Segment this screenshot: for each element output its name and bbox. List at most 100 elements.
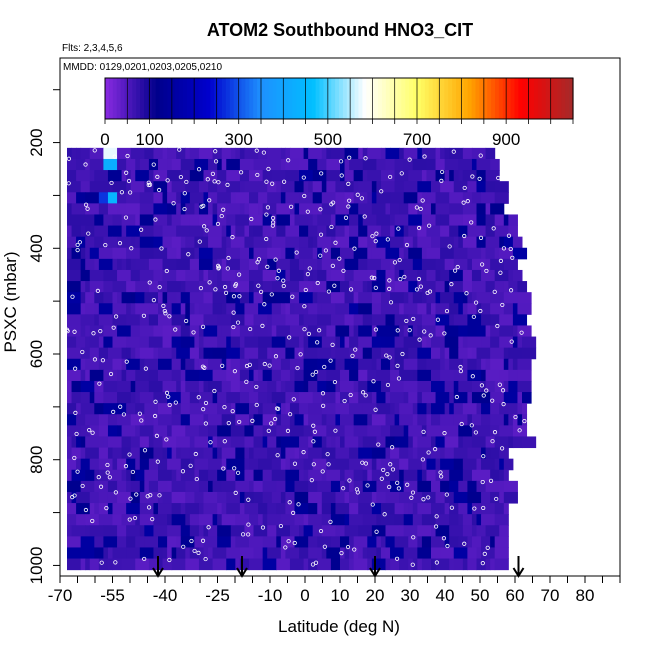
- field-cell: [249, 392, 259, 404]
- field-cell: [494, 281, 505, 293]
- field-cell: [198, 425, 209, 437]
- field-cell: [371, 392, 377, 404]
- sample-point: [470, 174, 475, 179]
- sample-point: [139, 227, 144, 232]
- field-cell: [417, 369, 432, 382]
- field-cell: [335, 458, 350, 471]
- sample-point: [341, 268, 346, 273]
- sample-point: [213, 287, 218, 292]
- field-cell: [453, 369, 468, 382]
- sample-point: [513, 414, 518, 420]
- field-cell: [512, 414, 518, 426]
- field-cell: [176, 547, 186, 560]
- field-cell: [80, 147, 91, 160]
- field-cell: [340, 436, 346, 449]
- field-cell: [112, 247, 127, 260]
- field-cell: [239, 547, 255, 560]
- field-cell: [321, 147, 327, 160]
- field-cell: [440, 292, 455, 304]
- field-cell: [481, 303, 491, 315]
- field-cell: [440, 458, 455, 471]
- field-cell: [435, 491, 446, 504]
- field-cell: [299, 192, 314, 204]
- field-cell: [385, 314, 396, 326]
- sample-point: [287, 335, 292, 340]
- sample-point: [90, 430, 95, 435]
- field-cell: [198, 214, 214, 227]
- field-cell: [362, 514, 377, 526]
- sample-point: [461, 200, 466, 205]
- colorbar-segment: [432, 78, 438, 119]
- field-cell: [208, 525, 218, 537]
- field-cell: [85, 414, 100, 426]
- colorbar-segment: [475, 78, 480, 119]
- field-cell: [212, 258, 218, 271]
- field-cell: [198, 281, 214, 293]
- field-cell: [249, 292, 255, 304]
- field-cell: [503, 480, 518, 493]
- field-cell: [399, 469, 405, 482]
- field-cell: [217, 536, 232, 548]
- field-cell: [271, 214, 277, 227]
- sample-point: [330, 342, 335, 347]
- field-cell: [117, 292, 123, 304]
- sample-point: [388, 462, 393, 467]
- field-cell: [85, 558, 91, 571]
- field-cell: [340, 247, 355, 260]
- field-cell: [385, 269, 396, 282]
- field-cell: [208, 480, 214, 493]
- field-cell: [408, 425, 423, 437]
- sample-point: [270, 215, 276, 221]
- sample-point: [498, 270, 503, 275]
- field-cell: [317, 314, 332, 326]
- field-cell: [371, 203, 386, 215]
- field-cell: [153, 414, 159, 426]
- sample-point: [152, 413, 158, 419]
- field-cell: [180, 170, 191, 182]
- field-cell: [476, 170, 487, 182]
- field-cell: [239, 369, 250, 382]
- field-cell: [103, 325, 118, 338]
- field-cell: [394, 181, 405, 193]
- field-cell: [230, 358, 241, 371]
- field-cell: [203, 547, 209, 560]
- field-cell: [503, 214, 509, 227]
- field-cell: [462, 525, 473, 537]
- field-cell: [276, 325, 291, 338]
- sample-point: [442, 331, 447, 336]
- sample-point: [202, 365, 207, 370]
- field-cell: [212, 436, 218, 449]
- field-cell: [126, 247, 141, 260]
- field-cell: [180, 236, 186, 249]
- field-cell: [258, 458, 273, 471]
- field-cell: [230, 236, 245, 249]
- field-cell: [440, 225, 450, 238]
- field-cell: [235, 403, 250, 415]
- field-cell: [462, 214, 477, 227]
- sample-point: [132, 515, 138, 521]
- field-cell: [226, 181, 241, 193]
- field-cell: [144, 480, 150, 493]
- field-cell: [358, 314, 364, 326]
- field-cell: [98, 514, 113, 526]
- field-cell: [185, 147, 191, 160]
- field-cell: [67, 425, 82, 437]
- field-cell: [98, 447, 109, 460]
- field-cell: [267, 147, 282, 160]
- sample-point: [511, 206, 516, 211]
- field-cell: [162, 292, 168, 304]
- field-cell: [335, 336, 341, 349]
- field-cell: [230, 225, 236, 238]
- sample-point: [328, 519, 333, 524]
- field-cell: [80, 214, 95, 227]
- sample-point: [444, 308, 450, 314]
- field-cell: [121, 358, 127, 371]
- field-cell: [353, 247, 368, 260]
- field-cell: [481, 536, 491, 548]
- field-cell: [476, 358, 482, 371]
- colorbar-segment: [409, 78, 414, 119]
- colorbar-segment: [319, 78, 324, 119]
- colorbar-segment: [186, 78, 192, 119]
- field-cell: [508, 369, 518, 382]
- field-cell: [76, 192, 86, 204]
